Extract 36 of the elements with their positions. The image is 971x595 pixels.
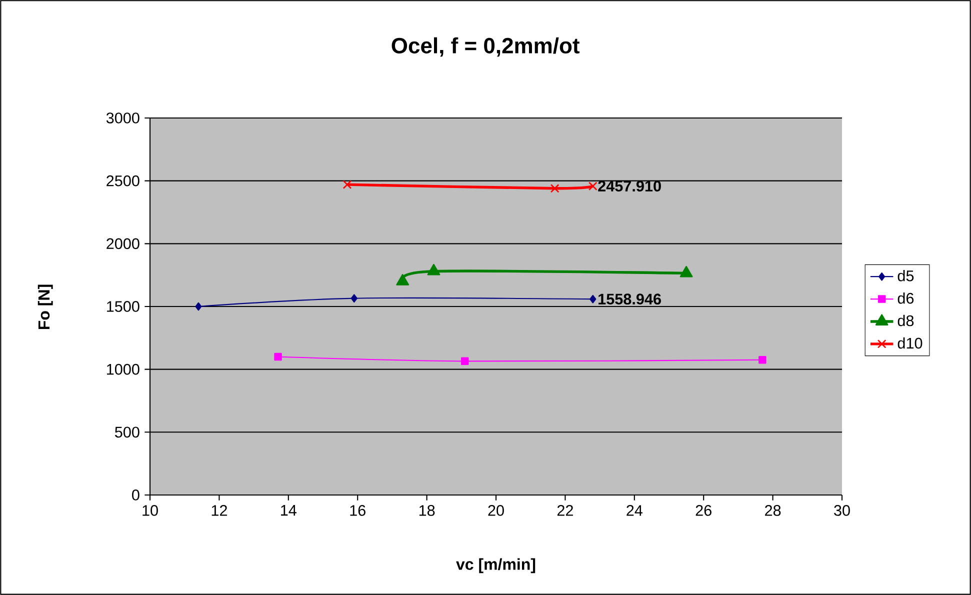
y-axis-title: Fo [N] xyxy=(38,284,53,330)
point xyxy=(588,182,598,191)
x-tick-label: 18 xyxy=(419,505,435,516)
point xyxy=(550,184,560,193)
x-tick-label: 22 xyxy=(557,505,573,516)
point xyxy=(758,356,766,364)
chart-title: Ocel, f = 0,2mm/ot xyxy=(392,37,580,57)
data-label: 2457.910 xyxy=(598,180,661,192)
x-axis-title: vc [m/min] xyxy=(456,558,536,574)
x-tick-label: 10 xyxy=(142,505,158,516)
x-tick-label: 30 xyxy=(834,505,850,516)
y-tick-label: 0 xyxy=(132,490,140,500)
y-tick-label: 2000 xyxy=(106,238,140,250)
x-tick-label: 26 xyxy=(696,505,712,516)
legend-label: d6 xyxy=(898,292,914,304)
y-tick-label: 1500 xyxy=(107,301,140,312)
legend-label: d8 xyxy=(898,314,914,326)
point xyxy=(342,180,352,190)
data-label: 1558.946 xyxy=(598,294,661,305)
x-tick-label: 16 xyxy=(350,505,366,516)
point xyxy=(590,294,596,304)
y-tick-label: 1000 xyxy=(107,364,140,375)
x-tick-label: 12 xyxy=(212,505,227,516)
point xyxy=(350,294,358,302)
point xyxy=(274,352,282,361)
x-tick-label: 24 xyxy=(626,505,642,516)
x-tick-label: 14 xyxy=(281,505,296,516)
point xyxy=(460,357,469,366)
x-tick-label: 20 xyxy=(488,505,504,516)
y-tick-label: 500 xyxy=(114,426,140,438)
point xyxy=(195,302,202,311)
legend-label: d10 xyxy=(898,337,922,349)
y-tick-label: 3000 xyxy=(106,112,140,124)
legend-label: d5 xyxy=(898,270,914,282)
y-tick-label: 2500 xyxy=(106,175,140,186)
x-tick-label: 28 xyxy=(765,505,781,516)
